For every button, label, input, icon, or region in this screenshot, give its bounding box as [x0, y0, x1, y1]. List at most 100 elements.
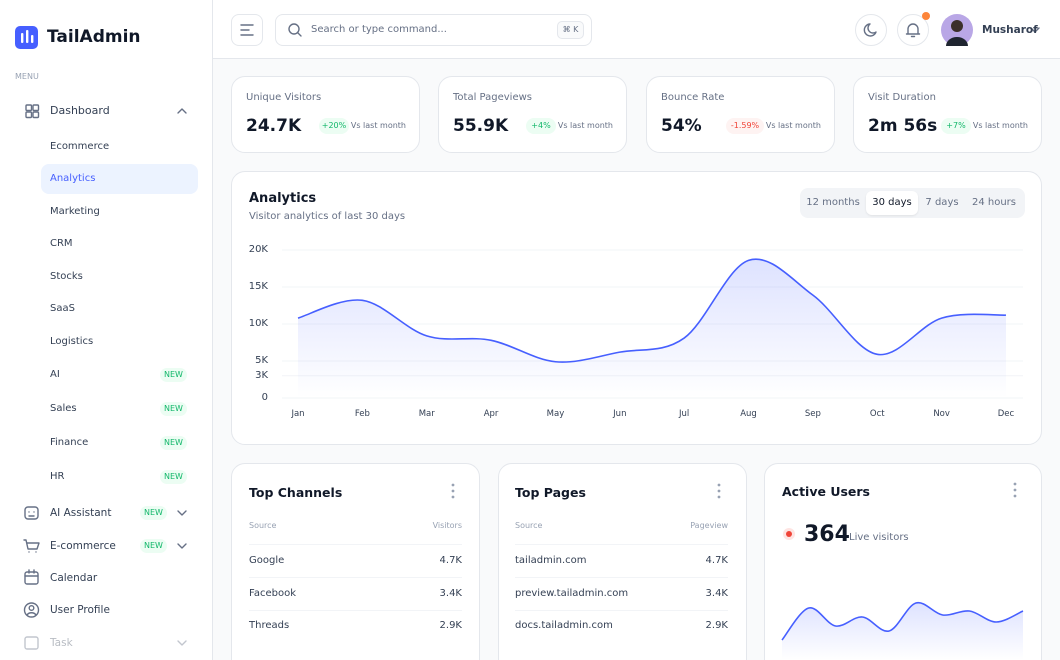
- new-badge-text: NEW: [164, 370, 183, 379]
- dashboard-icon: [32, 104, 40, 112]
- x-tick-label: Feb: [354, 409, 370, 419]
- submenu-item[interactable]: Stocks: [50, 271, 83, 282]
- y-tick-label: 0: [261, 392, 268, 403]
- row-divider: [515, 577, 728, 578]
- row-value: 3.4K: [439, 587, 462, 599]
- new-badge-text: NEW: [144, 508, 163, 517]
- change-badge: [319, 118, 349, 134]
- kebab-dot: [717, 495, 721, 499]
- dashboard-icon: [25, 111, 33, 119]
- stat-note: Vs last month: [972, 121, 1028, 130]
- column-header: Source: [249, 521, 277, 530]
- row-divider: [515, 610, 728, 611]
- calendar-icon: [24, 569, 39, 577]
- x-tick-label: Nov: [933, 409, 950, 419]
- search-icon: [297, 32, 302, 37]
- avatar-body: [946, 37, 968, 46]
- user-icon: [28, 605, 35, 612]
- row-source: preview.tailadmin.com: [515, 587, 629, 599]
- user-icon: [23, 602, 40, 618]
- submenu-item[interactable]: Marketing: [50, 206, 100, 217]
- stat-change: +20%: [321, 121, 347, 130]
- bell-icon: [905, 23, 921, 38]
- row-source: docs.tailadmin.com: [515, 620, 613, 631]
- user-name: Musharof: [982, 24, 1038, 36]
- change-badge: [726, 118, 764, 134]
- notification-dot: [922, 12, 930, 20]
- row-value: 4.7K: [439, 555, 462, 566]
- row-divider: [249, 610, 462, 611]
- x-tick-label: Mar: [418, 409, 435, 419]
- row-value: 2.9K: [705, 620, 728, 631]
- submenu-item[interactable]: Logistics: [50, 336, 94, 347]
- row-source: Facebook: [249, 587, 296, 599]
- new-badge: [140, 539, 167, 553]
- new-badge-text: NEW: [164, 472, 183, 481]
- x-tick-label: May: [546, 409, 565, 419]
- logo-bar: [31, 35, 34, 43]
- x-tick-label: Sep: [804, 409, 821, 419]
- nav-item[interactable]: Dashboard: [50, 104, 110, 117]
- row-divider: [515, 544, 728, 545]
- chevron-down: [1030, 27, 1040, 33]
- logo-bar: [21, 33, 24, 43]
- moon-icon: [863, 23, 877, 37]
- menu-icon: [240, 24, 254, 36]
- stat-card: [853, 76, 1042, 153]
- y-tick-label: 10K: [248, 318, 268, 329]
- submenu-item[interactable]: CRM: [50, 238, 73, 249]
- live-count: 364: [804, 522, 850, 547]
- chevron-up: [177, 108, 187, 114]
- submenu-item[interactable]: Finance: [50, 437, 89, 448]
- nav-item[interactable]: AI Assistant: [50, 507, 112, 519]
- column-header: Visitors: [432, 521, 462, 530]
- nav-item[interactable]: E-commerce: [50, 540, 116, 552]
- row-source: tailadmin.com: [515, 555, 587, 566]
- theme-button[interactable]: [855, 14, 887, 46]
- nav-item[interactable]: Calendar: [50, 572, 98, 584]
- stat-note: Vs last month: [557, 121, 613, 130]
- row-value: 2.9K: [439, 620, 462, 631]
- kebab-dot: [717, 483, 721, 487]
- stat-value: 24.7K: [246, 116, 302, 136]
- x-tick-label: Oct: [869, 409, 885, 419]
- ai-icon: [28, 511, 35, 517]
- column-header: Source: [515, 521, 543, 530]
- submenu-item[interactable]: Ecommerce: [50, 141, 110, 152]
- kebab-dot: [451, 483, 455, 487]
- nav-item[interactable]: User Profile: [50, 604, 110, 616]
- tab[interactable]: 12 months: [806, 197, 860, 208]
- submenu-item[interactable]: Sales: [50, 403, 77, 414]
- new-badge-text: NEW: [164, 404, 183, 413]
- tab[interactable]: 7 days: [925, 197, 959, 208]
- new-badge: [140, 506, 167, 520]
- search-icon: [288, 23, 300, 35]
- submenu-item[interactable]: AI: [50, 369, 60, 380]
- submenu-item[interactable]: SaaS: [50, 303, 75, 314]
- kebab-dot: [1013, 494, 1017, 498]
- live-caption: Live visitors: [849, 532, 909, 543]
- submenu-item[interactable]: HR: [50, 471, 65, 482]
- stat-value: 55.9K: [453, 116, 509, 136]
- submenu-item[interactable]: Analytics: [50, 173, 96, 184]
- area-fill: [298, 259, 1006, 398]
- search-box[interactable]: [275, 14, 592, 46]
- row-divider: [249, 577, 462, 578]
- column-header: Pageview: [690, 521, 728, 530]
- new-badge: [160, 368, 187, 382]
- live-dot: [786, 531, 792, 537]
- stat-title: Unique Visitors: [246, 92, 322, 103]
- chevron-down: [177, 510, 187, 516]
- row-source: Threads: [249, 620, 290, 631]
- kebab-dot: [451, 495, 455, 499]
- tab[interactable]: 30 days: [872, 197, 912, 208]
- stat-card: [231, 76, 420, 153]
- x-tick-label: Jun: [613, 409, 627, 419]
- card-title: Analytics: [249, 191, 317, 206]
- nav-item[interactable]: Task: [50, 637, 73, 649]
- card-subtitle: Visitor analytics of last 30 days: [249, 211, 406, 222]
- change-badge: [526, 118, 556, 134]
- brand: TailAdmin: [47, 27, 141, 47]
- tab[interactable]: 24 hours: [971, 197, 1017, 208]
- dashboard-icon: [25, 104, 33, 112]
